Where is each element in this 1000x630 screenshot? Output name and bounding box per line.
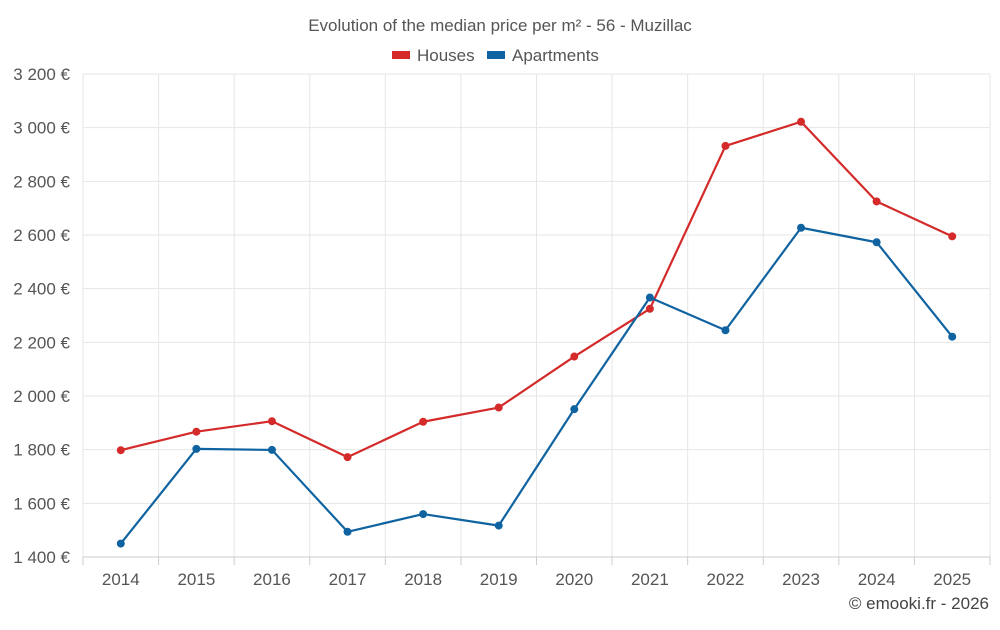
grid [82, 73, 991, 557]
data-point-houses[interactable] [494, 403, 503, 412]
x-tick-label: 2015 [177, 570, 215, 589]
data-point-houses[interactable] [343, 453, 352, 462]
data-point-apartments[interactable] [116, 539, 125, 548]
y-tick-label: 2 000 € [13, 387, 70, 406]
y-tick-label: 2 200 € [13, 333, 70, 352]
data-point-houses[interactable] [267, 417, 276, 426]
credit-text: © emooki.fr - 2026 [849, 594, 989, 613]
legend-swatch-apartments [487, 51, 505, 59]
axes: 1 400 € 1 600 € 1 800 € 2 000 € 2 200 € 2 400… [13, 65, 991, 589]
data-point-houses[interactable] [419, 417, 428, 426]
data-point-apartments[interactable] [872, 238, 881, 247]
y-tick-label: 1 400 € [13, 548, 70, 567]
y-tick-label: 1 800 € [13, 441, 70, 460]
series-apartments [116, 223, 957, 548]
data-point-apartments[interactable] [494, 521, 503, 530]
data-point-houses[interactable] [570, 352, 579, 361]
data-point-houses[interactable] [797, 117, 806, 126]
data-point-apartments[interactable] [948, 332, 957, 341]
x-tick-label: 2020 [555, 570, 593, 589]
data-point-houses[interactable] [116, 446, 125, 455]
data-point-apartments[interactable] [797, 223, 806, 232]
x-tick-label: 2019 [480, 570, 518, 589]
data-point-houses[interactable] [872, 197, 881, 206]
y-tick-label: 2 400 € [13, 280, 70, 299]
data-point-apartments[interactable] [721, 326, 730, 335]
y-tick-label: 2 800 € [13, 172, 70, 191]
legend-label-houses[interactable]: Houses [417, 46, 475, 65]
legend-label-apartments[interactable]: Apartments [512, 46, 599, 65]
series [116, 117, 957, 548]
data-point-apartments[interactable] [570, 405, 579, 414]
y-tick-label: 3 000 € [13, 119, 70, 138]
data-point-apartments[interactable] [192, 444, 201, 453]
data-point-apartments[interactable] [419, 510, 428, 519]
x-tick-label: 2017 [329, 570, 367, 589]
data-point-houses[interactable] [948, 232, 957, 241]
series-houses [116, 117, 957, 462]
data-point-apartments[interactable] [267, 445, 276, 454]
data-point-houses[interactable] [721, 141, 730, 150]
x-tick-label: 2024 [858, 570, 896, 589]
x-tick-label: 2021 [631, 570, 669, 589]
x-tick-label: 2016 [253, 570, 291, 589]
series-line-apartments [119, 226, 954, 545]
chart-title: Evolution of the median price per m² - 5… [308, 16, 692, 35]
data-point-apartments[interactable] [343, 527, 352, 536]
x-tick-label: 2023 [782, 570, 820, 589]
legend: Houses Apartments [392, 46, 599, 65]
x-tick-label: 2018 [404, 570, 442, 589]
series-line-houses [119, 120, 954, 459]
x-tick-label: 2014 [102, 570, 140, 589]
data-point-houses[interactable] [192, 427, 201, 436]
x-tick-label: 2022 [707, 570, 745, 589]
y-tick-label: 2 600 € [13, 226, 70, 245]
legend-swatch-houses [392, 51, 410, 59]
x-tick-label: 2025 [933, 570, 971, 589]
data-point-houses[interactable] [645, 304, 654, 313]
data-point-apartments[interactable] [645, 293, 654, 302]
y-tick-label: 3 200 € [13, 65, 70, 84]
y-tick-label: 1 600 € [13, 494, 70, 513]
